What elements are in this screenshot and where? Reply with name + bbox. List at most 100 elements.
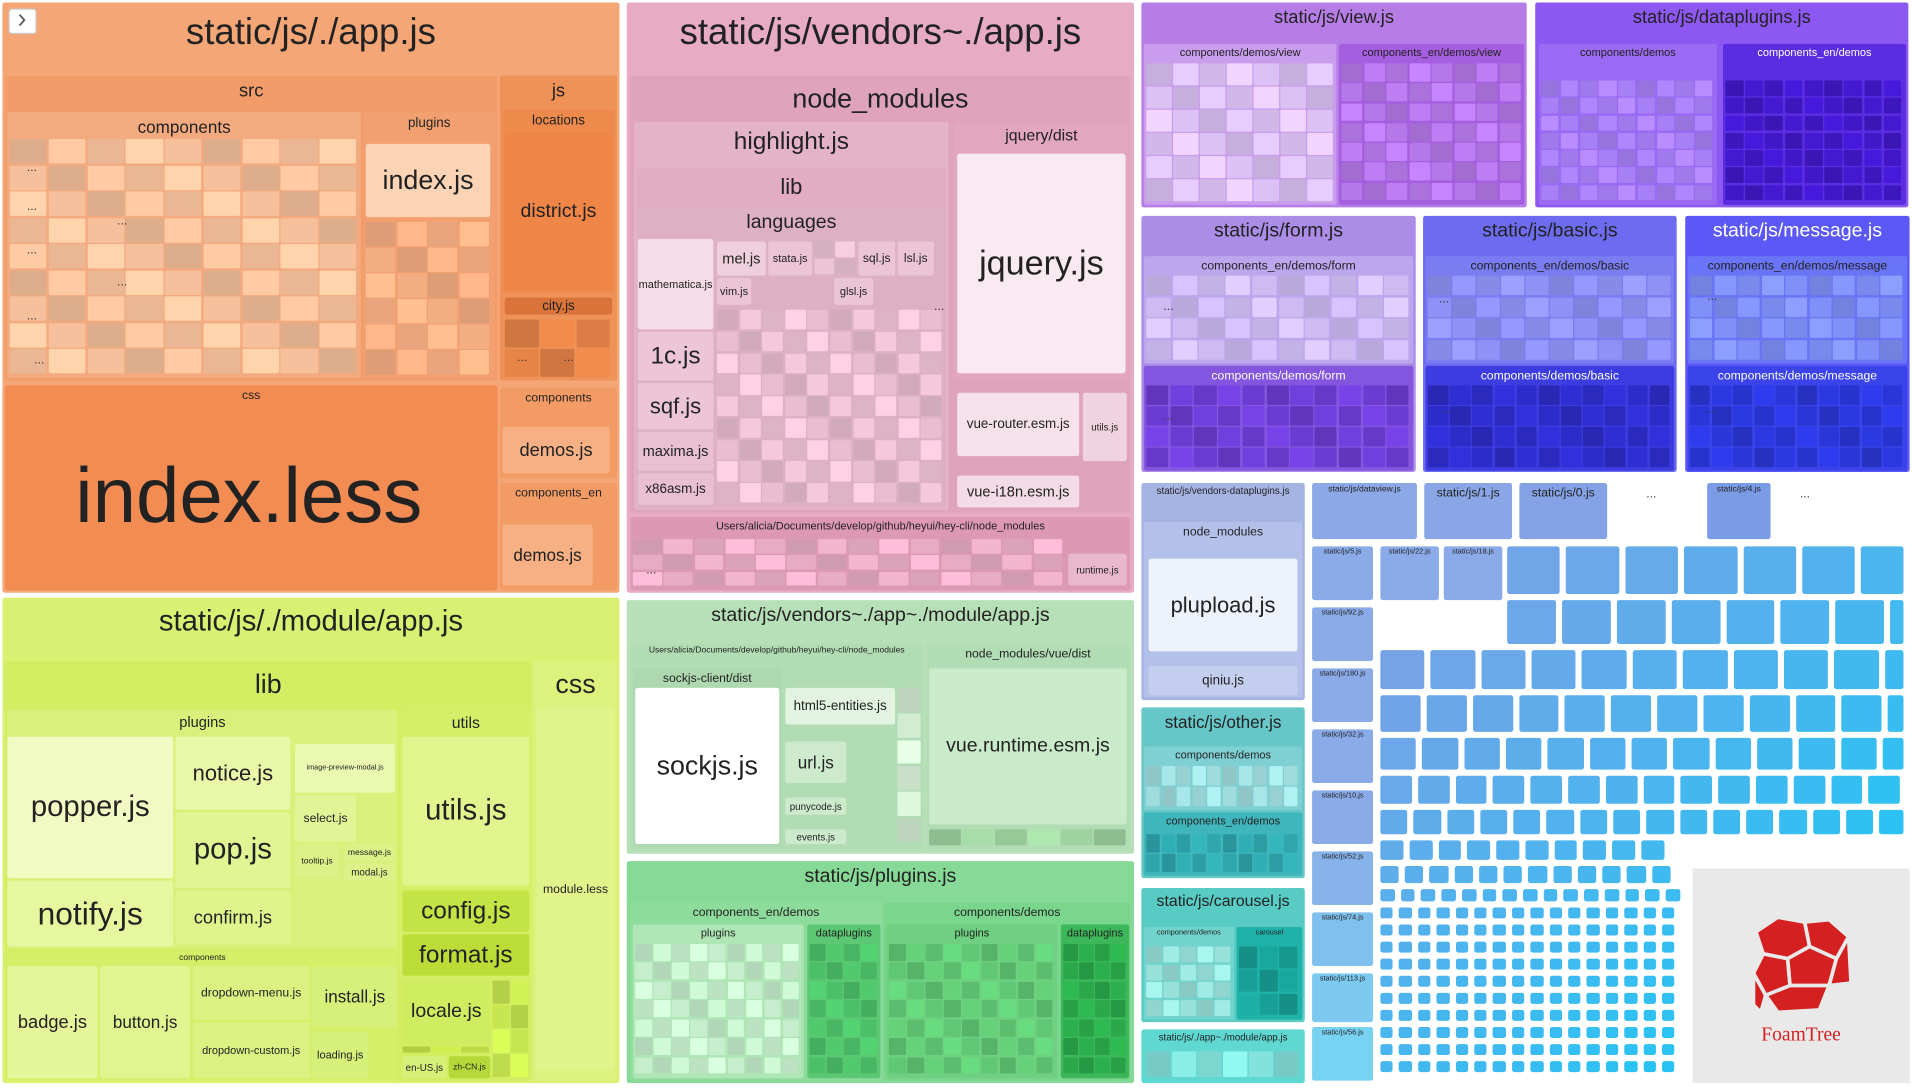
- filler-cell: [925, 1019, 943, 1037]
- filler-cell: [830, 374, 852, 395]
- chunk-cell: [1399, 1044, 1412, 1056]
- group-node: static/js/92.js: [1312, 607, 1374, 662]
- filler-cell: [1579, 115, 1598, 131]
- node-label: demos.js: [519, 439, 593, 461]
- filler-cell: [1363, 103, 1385, 122]
- filler-cell: [1833, 275, 1856, 296]
- filler-cell: [1618, 185, 1636, 201]
- filler-cell: [1494, 406, 1515, 426]
- filler-cell: [1583, 406, 1604, 426]
- filler-cell: [1579, 97, 1598, 114]
- filler-cell: [672, 1000, 689, 1018]
- node-label: confirm.js: [193, 906, 273, 928]
- filler-cell: [203, 349, 241, 374]
- group-node: static/js/1.js: [1424, 483, 1513, 540]
- chunk-cell: [1380, 1044, 1394, 1056]
- group-node: static/js/18.js: [1443, 546, 1503, 601]
- filler-cell: [1259, 946, 1278, 969]
- filler-cell: [853, 439, 874, 460]
- filler-cell: [756, 571, 786, 587]
- node-label: highlight.js: [733, 128, 850, 155]
- module-node: utils.js: [402, 736, 530, 886]
- filler-cell: [1427, 339, 1451, 360]
- sidebar-toggle[interactable]: [8, 8, 37, 35]
- node-label: components/demos/view: [1179, 46, 1301, 59]
- chunk-cell: [1474, 1044, 1487, 1056]
- filler-cell: [319, 217, 357, 243]
- filler-cell: [921, 396, 942, 417]
- filler-cell: [1450, 426, 1471, 446]
- filler-cell: [1695, 132, 1713, 149]
- filler-cell: [1278, 296, 1304, 317]
- filler-cell: [807, 418, 829, 439]
- filler-cell: [459, 247, 489, 272]
- filler-cell: [1095, 1038, 1110, 1056]
- filler-cell: [164, 165, 202, 190]
- filler-cell: [1063, 981, 1078, 999]
- filler-cell: [365, 247, 396, 272]
- filler-cell: [727, 962, 745, 980]
- filler-cell: [1253, 86, 1279, 108]
- filler-cell: [1804, 185, 1823, 201]
- filler-cell: [1242, 406, 1265, 426]
- chunk-cell: [1713, 809, 1741, 835]
- filler-cell: [925, 1056, 943, 1074]
- filler-cell: [739, 461, 761, 482]
- node-label: plugins: [179, 713, 226, 731]
- filler-cell: [843, 1000, 860, 1018]
- chunk-cell: [1549, 1026, 1563, 1038]
- filler-cell: [1284, 765, 1299, 785]
- node-label: static/js/vendors-dataplugins.js: [1156, 485, 1290, 497]
- filler-cell: [727, 944, 745, 962]
- module-node: image-preview-modal.js: [295, 744, 396, 793]
- filler-cell: [898, 309, 920, 330]
- filler-cell: [1017, 944, 1035, 962]
- filler-cell: [1775, 447, 1796, 467]
- filler-cell: [635, 1056, 652, 1074]
- filler-cell: [1238, 993, 1258, 1016]
- filler-cell: [1880, 296, 1903, 317]
- filler-cell: [1146, 339, 1171, 360]
- filler-cell: [1079, 981, 1094, 999]
- filler-cell: [860, 1019, 877, 1037]
- module-node: tooltip.js: [295, 844, 339, 879]
- filler-cell: [1363, 122, 1385, 142]
- filler-cell: [875, 309, 897, 330]
- filler-cell: [1146, 999, 1162, 1016]
- filler-cell: [921, 418, 942, 439]
- node-label: components: [525, 390, 592, 405]
- filler-cell: [995, 829, 1027, 845]
- filler-cell: [1737, 275, 1760, 296]
- filler-cell: [739, 309, 761, 330]
- chunk-cell: [1421, 888, 1436, 902]
- filler-cell: [717, 374, 738, 395]
- filler-cell: [492, 1053, 510, 1077]
- filler-cell: [1180, 964, 1196, 981]
- chunk-cell: [1625, 546, 1679, 594]
- chunk-cell: [1474, 958, 1487, 970]
- chunk-cell: [1583, 840, 1607, 861]
- filler-cell: [1146, 179, 1172, 201]
- filler-cell: [431, 1046, 460, 1052]
- filler-cell: [48, 139, 86, 164]
- ellipsis: ...: [934, 300, 945, 314]
- node-label: components_en/demos/basic: [1470, 259, 1630, 273]
- filler-cell: [1269, 765, 1283, 785]
- filler-cell: [1033, 539, 1063, 554]
- filler-cell: [898, 483, 920, 504]
- filler-cell: [717, 418, 738, 439]
- filler-cell: [1863, 97, 1882, 114]
- filler-cell: [809, 1000, 825, 1018]
- module-node: stata.js: [768, 241, 813, 276]
- filler-cell: [459, 273, 489, 297]
- chunk-cell: [1612, 840, 1636, 861]
- filler-cell: [830, 483, 852, 504]
- filler-cell: [1199, 296, 1224, 317]
- chunk-cell: [1399, 924, 1412, 936]
- filler-cell: [48, 270, 86, 295]
- chunk-cell: [1568, 958, 1581, 970]
- filler-cell: [1146, 132, 1172, 155]
- filler-cell: [1386, 426, 1409, 446]
- filler-cell: [762, 461, 784, 482]
- filler-cell: [1583, 426, 1604, 446]
